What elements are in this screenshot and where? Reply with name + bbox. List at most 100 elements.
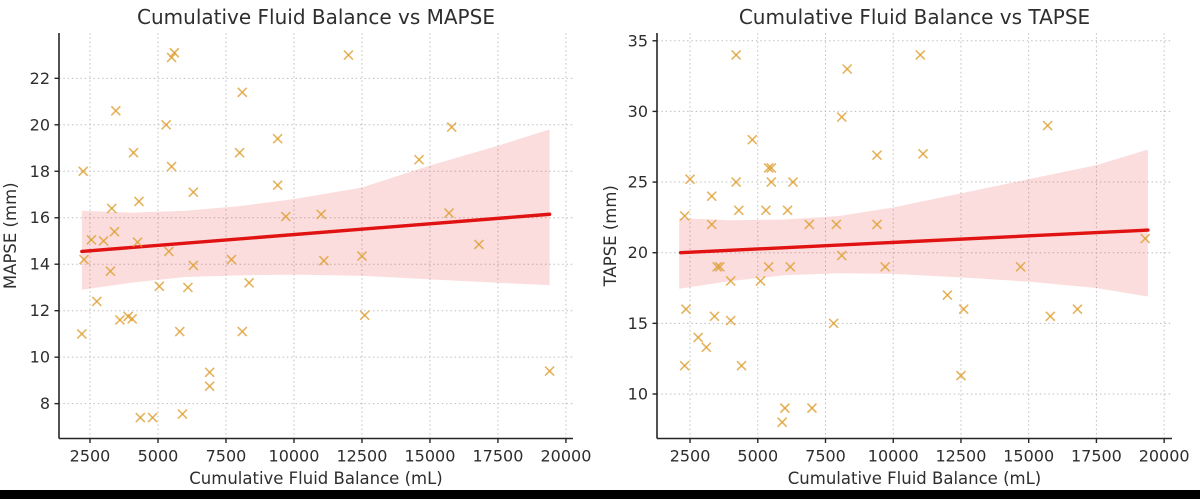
x-marker: [226, 254, 237, 265]
y-tick-label: 35: [628, 31, 648, 50]
x-marker: [78, 254, 90, 265]
x-marker: [204, 367, 215, 378]
confidence-band: [81, 129, 550, 290]
x-marker: [955, 370, 967, 381]
x-marker: [1140, 233, 1151, 244]
x-tick-label: 15000: [404, 447, 455, 466]
x-marker: [106, 203, 117, 214]
x-marker: [98, 235, 109, 247]
x-marker: [712, 261, 723, 272]
axes-spines: [58, 33, 573, 440]
x-tick-label: 17500: [1071, 447, 1122, 466]
y-tick-label: 18: [30, 162, 50, 181]
x-marker: [787, 176, 799, 188]
x-marker: [1042, 120, 1053, 131]
x-tick-label: 12500: [936, 447, 987, 466]
x-marker: [763, 162, 774, 173]
x-marker: [693, 332, 704, 343]
x-marker: [714, 261, 725, 272]
x-marker: [166, 52, 177, 63]
x-marker: [836, 250, 847, 261]
x-marker: [942, 290, 953, 301]
x-marker: [443, 208, 455, 219]
y-tick-label: 8: [40, 394, 50, 413]
x-tick-label: 2500: [670, 447, 711, 466]
confidence-band: [679, 149, 1148, 297]
y-tick-label: 16: [30, 208, 50, 227]
x-marker: [166, 161, 177, 172]
x-marker: [91, 296, 102, 307]
x-marker: [958, 304, 969, 315]
tick-marks: [54, 77, 567, 443]
x-marker: [237, 87, 248, 98]
x-marker: [679, 360, 690, 371]
x-axis-label: Cumulative Fluid Balance (mL): [788, 469, 1041, 488]
x-marker: [731, 49, 742, 60]
y-tick-label: 20: [628, 243, 648, 262]
x-marker: [1015, 261, 1026, 272]
x-marker: [114, 314, 125, 326]
x-marker: [414, 154, 425, 165]
x-marker: [777, 417, 788, 428]
x-marker: [680, 304, 692, 315]
x-axis-label: Cumulative Fluid Balance (mL): [189, 469, 442, 488]
x-marker: [147, 412, 158, 423]
x-marker: [86, 234, 97, 245]
x-marker: [135, 412, 146, 423]
x-marker: [544, 366, 555, 377]
x-marker: [446, 122, 457, 133]
x-marker: [182, 282, 193, 293]
x-marker: [316, 209, 327, 220]
y-axis-label: MAPSE (mm): [1, 182, 20, 289]
x-marker: [110, 105, 121, 116]
x-tick-label: 10000: [269, 447, 320, 466]
x-marker: [880, 261, 891, 272]
x-marker: [188, 187, 199, 198]
x-marker: [174, 326, 185, 337]
x-marker: [804, 219, 815, 230]
x-marker: [359, 310, 370, 321]
x-tick-label: 20000: [1139, 447, 1190, 466]
y-tick-label: 25: [628, 173, 648, 192]
x-marker: [915, 49, 926, 60]
x-marker: [318, 255, 329, 266]
x-marker: [828, 318, 839, 329]
y-tick-label: 22: [30, 69, 50, 88]
x-marker: [747, 134, 758, 145]
regression-line: [678, 228, 1150, 255]
x-marker: [109, 226, 120, 237]
x-marker: [177, 409, 188, 420]
x-marker: [1045, 311, 1056, 322]
axes-spines: [656, 33, 1172, 440]
tapse-scatter-chart: 2500 5000 7500 10000 12500 15000 17500 20000 10 1…: [601, 5, 1190, 488]
x-marker: [1072, 304, 1083, 315]
x-marker: [763, 261, 774, 272]
tick-marks: [652, 40, 1165, 443]
x-marker: [731, 176, 742, 188]
x-marker: [132, 237, 143, 248]
x-tick-label: 7500: [805, 447, 846, 466]
chart-title: Cumulative Fluid Balance vs MAPSE: [137, 5, 495, 29]
x-marker: [831, 219, 842, 230]
x-tick-label: 2500: [70, 447, 111, 466]
x-marker: [234, 147, 245, 158]
x-marker: [806, 403, 818, 414]
y-tick-label: 12: [30, 301, 50, 320]
x-marker: [133, 196, 145, 207]
mapse-scatter-chart: 2500 5000 7500 10000 12500 15000 17500 20000 8 10…: [1, 5, 591, 488]
x-marker: [473, 239, 484, 250]
y-tick-label: 10: [30, 348, 50, 367]
scatter-points: [76, 47, 555, 423]
x-marker: [76, 328, 87, 339]
x-marker: [679, 210, 690, 222]
y-axis-label: TAPSE (mm): [601, 185, 620, 287]
x-marker: [706, 191, 717, 202]
x-marker: [163, 246, 174, 257]
x-marker: [917, 148, 929, 159]
x-tick-label: 10000: [868, 447, 919, 466]
x-marker: [733, 205, 744, 216]
x-tick-label: 20000: [540, 447, 591, 466]
x-marker: [78, 166, 89, 177]
x-marker: [779, 403, 790, 414]
